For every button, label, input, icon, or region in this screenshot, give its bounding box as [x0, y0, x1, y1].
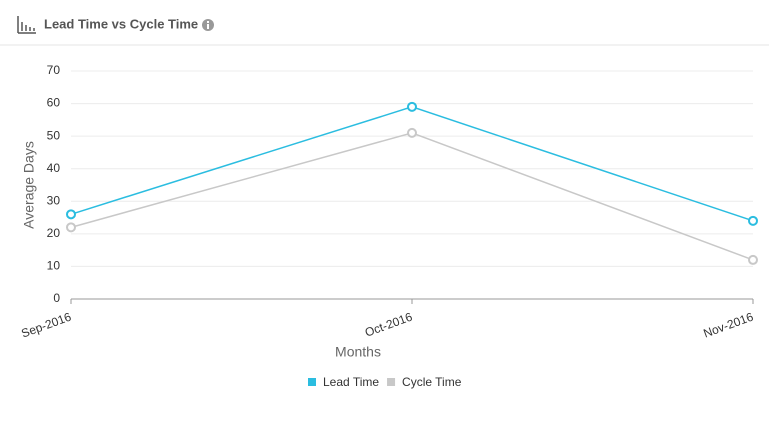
- chart-icon: [17, 16, 36, 34]
- x-tick-label: Oct-2016: [363, 310, 414, 340]
- data-point: [66, 222, 76, 233]
- x-axis-title: Months: [335, 344, 381, 360]
- y-tick-label: 40: [47, 161, 61, 175]
- y-tick-label: 70: [47, 63, 61, 77]
- data-point: [66, 209, 76, 220]
- line-series: [70, 132, 754, 261]
- y-tick-label: 30: [47, 193, 61, 207]
- y-tick-label: 60: [47, 96, 61, 110]
- x-tick-label: Nov-2016: [701, 310, 755, 341]
- legend-label: Cycle Time: [402, 375, 462, 389]
- info-icon[interactable]: [202, 19, 214, 31]
- legend-swatch: [308, 378, 316, 386]
- data-point: [748, 254, 758, 265]
- x-tick-label: Sep-2016: [19, 310, 73, 341]
- legend-label: Lead Time: [323, 375, 379, 389]
- chart-title: Lead Time vs Cycle Time: [44, 16, 198, 31]
- data-point: [407, 127, 417, 138]
- legend-swatch: [387, 378, 396, 386]
- data-point: [748, 215, 758, 226]
- y-tick-label: 10: [47, 259, 61, 273]
- y-tick-label: 50: [47, 128, 61, 142]
- line-series: [70, 106, 754, 222]
- y-tick-label: 20: [47, 226, 61, 240]
- data-point: [407, 101, 417, 112]
- y-axis-title: Average Days: [21, 141, 37, 229]
- y-tick-label: 0: [53, 291, 60, 305]
